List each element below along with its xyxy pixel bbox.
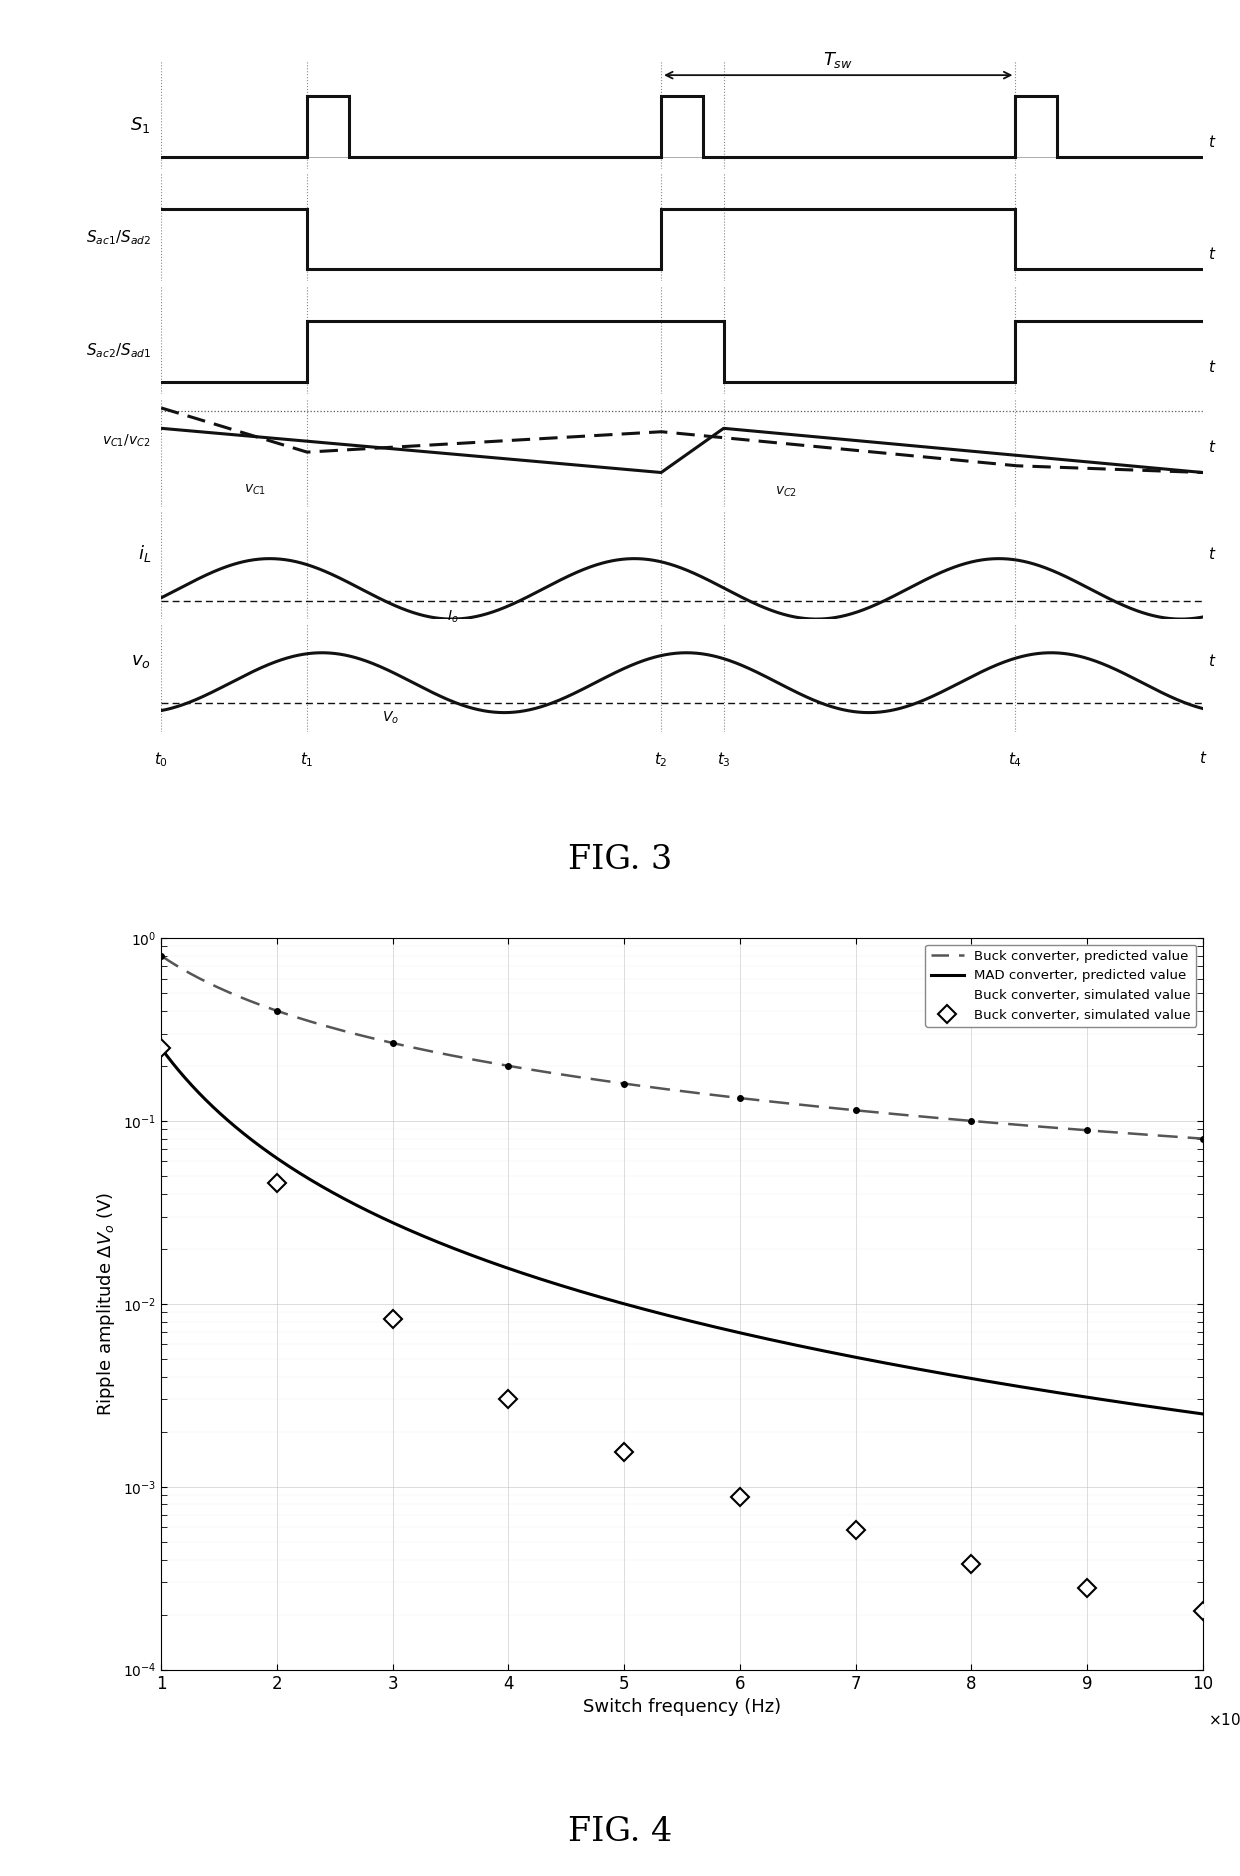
Buck converter, predicted value bbox=[1164, 1126, 1179, 1148]
Buck converter, simulated value bbox=[733, 1086, 748, 1109]
Buck converter, predicted value bbox=[973, 1111, 988, 1133]
Text: $v_{C2}$: $v_{C2}$ bbox=[775, 484, 797, 499]
Line: Buck converter, predicted value: Buck converter, predicted value bbox=[161, 955, 1203, 1139]
X-axis label: Switch frequency (Hz): Switch frequency (Hz) bbox=[583, 1698, 781, 1717]
Buck converter, simulated value bbox=[1080, 1118, 1095, 1141]
Buck converter, simulated value bbox=[386, 1308, 401, 1330]
Text: $t_2$: $t_2$ bbox=[655, 750, 668, 769]
Text: $t$: $t$ bbox=[1208, 246, 1216, 263]
Buck converter, simulated value bbox=[1195, 1127, 1210, 1150]
Text: $S_1$: $S_1$ bbox=[130, 114, 151, 135]
Buck converter, simulated value bbox=[1195, 1600, 1210, 1623]
Text: $S_{ac2}/S_{ad1}$: $S_{ac2}/S_{ad1}$ bbox=[86, 341, 151, 360]
Buck converter, simulated value bbox=[269, 1000, 284, 1022]
Buck converter, simulated value bbox=[501, 1388, 516, 1411]
Buck converter, simulated value bbox=[733, 1486, 748, 1508]
Buck converter, predicted value bbox=[207, 974, 222, 996]
Line: Buck converter, simulated value: Buck converter, simulated value bbox=[155, 1041, 1209, 1617]
MAD converter, predicted value bbox=[632, 1296, 647, 1319]
Buck converter, predicted value bbox=[1195, 1127, 1210, 1150]
MAD converter, predicted value bbox=[1164, 1398, 1179, 1420]
Text: $t$: $t$ bbox=[1208, 546, 1216, 561]
Y-axis label: Ripple amplitude $\Delta V_o$ (V): Ripple amplitude $\Delta V_o$ (V) bbox=[95, 1191, 118, 1416]
Buck converter, simulated value bbox=[386, 1032, 401, 1054]
Text: $t_0$: $t_0$ bbox=[154, 750, 169, 769]
Text: $t$: $t$ bbox=[1208, 358, 1216, 375]
MAD converter, predicted value bbox=[660, 1304, 675, 1326]
Line: Buck converter, simulated value: Buck converter, simulated value bbox=[159, 953, 1205, 1141]
MAD converter, predicted value bbox=[973, 1369, 988, 1392]
Text: $t$: $t$ bbox=[1199, 750, 1207, 767]
Text: $i_L$: $i_L$ bbox=[138, 544, 151, 565]
Buck converter, simulated value bbox=[501, 1054, 516, 1077]
Text: $\times 10^5$: $\times 10^5$ bbox=[1208, 1709, 1240, 1728]
Buck converter, predicted value bbox=[1166, 1126, 1180, 1148]
Buck converter, simulated value bbox=[963, 1111, 978, 1133]
Buck converter, simulated value bbox=[154, 1037, 169, 1060]
Text: FIG. 3: FIG. 3 bbox=[568, 844, 672, 876]
Buck converter, simulated value bbox=[154, 944, 169, 966]
Text: $t$: $t$ bbox=[1208, 133, 1216, 150]
Buck converter, predicted value bbox=[660, 1079, 675, 1101]
Text: $I_o$: $I_o$ bbox=[448, 608, 459, 625]
MAD converter, predicted value bbox=[154, 1037, 169, 1060]
MAD converter, predicted value bbox=[1195, 1403, 1210, 1426]
Buck converter, simulated value bbox=[848, 1099, 863, 1122]
Text: $v_{C1}$: $v_{C1}$ bbox=[244, 482, 267, 497]
Text: $v_o$: $v_o$ bbox=[131, 653, 151, 670]
Legend: Buck converter, predicted value, MAD converter, predicted value, Buck converter,: Buck converter, predicted value, MAD con… bbox=[925, 946, 1197, 1026]
Text: $t_3$: $t_3$ bbox=[717, 750, 730, 769]
Buck converter, predicted value bbox=[632, 1075, 647, 1097]
Text: $T_{sw}$: $T_{sw}$ bbox=[823, 51, 853, 69]
Text: FIG. 4: FIG. 4 bbox=[568, 1816, 672, 1848]
MAD converter, predicted value bbox=[1166, 1398, 1180, 1420]
Text: $S_{ac1}/S_{ad2}$: $S_{ac1}/S_{ad2}$ bbox=[86, 229, 151, 248]
Text: $t$: $t$ bbox=[1208, 653, 1216, 670]
Text: $V_o$: $V_o$ bbox=[382, 709, 399, 726]
Line: MAD converter, predicted value: MAD converter, predicted value bbox=[161, 1049, 1203, 1415]
MAD converter, predicted value bbox=[207, 1097, 222, 1120]
Buck converter, simulated value bbox=[616, 1441, 631, 1463]
Text: $t_1$: $t_1$ bbox=[300, 750, 314, 769]
Buck converter, simulated value bbox=[269, 1171, 284, 1193]
Buck converter, simulated value bbox=[848, 1520, 863, 1542]
Buck converter, predicted value bbox=[154, 944, 169, 966]
Buck converter, simulated value bbox=[1080, 1576, 1095, 1598]
Text: $t_4$: $t_4$ bbox=[1008, 750, 1022, 769]
Text: $v_{C1}/v_{C2}$: $v_{C1}/v_{C2}$ bbox=[103, 433, 151, 450]
Text: $t$: $t$ bbox=[1208, 439, 1216, 454]
Buck converter, simulated value bbox=[616, 1073, 631, 1096]
Buck converter, simulated value bbox=[963, 1551, 978, 1574]
